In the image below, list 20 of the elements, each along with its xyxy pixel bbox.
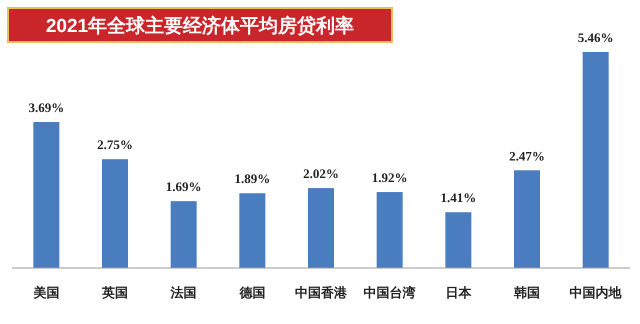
x-tick-label: 韩国 <box>513 285 540 300</box>
data-label: 2.02% <box>303 166 339 182</box>
x-tick-label: 日本 <box>445 285 472 300</box>
data-label: 3.69% <box>28 100 64 116</box>
data-label: 2.47% <box>509 148 545 164</box>
title: 2021年全球主要经济体平均房贷利率 <box>7 7 393 43</box>
x-tick-label: 德国 <box>238 285 266 300</box>
x-tick-label: 中国内地 <box>570 285 623 300</box>
data-label: 1.69% <box>166 179 202 194</box>
x-tick-label: 美国 <box>32 285 60 300</box>
x-tick-label: 中国香港 <box>295 285 348 300</box>
x-tick-label: 法国 <box>170 285 197 300</box>
data-label: 2.75% <box>97 137 133 152</box>
x-tick-label: 中国台湾 <box>364 285 416 300</box>
data-label: 1.92% <box>372 170 408 186</box>
x-tick-label: 英国 <box>101 285 128 300</box>
data-label: 1.41% <box>440 190 476 206</box>
data-label: 5.46% <box>578 30 614 45</box>
data-label: 1.89% <box>234 171 270 186</box>
chart-title: 2021年全球主要经济体平均房贷利率 <box>46 15 354 37</box>
